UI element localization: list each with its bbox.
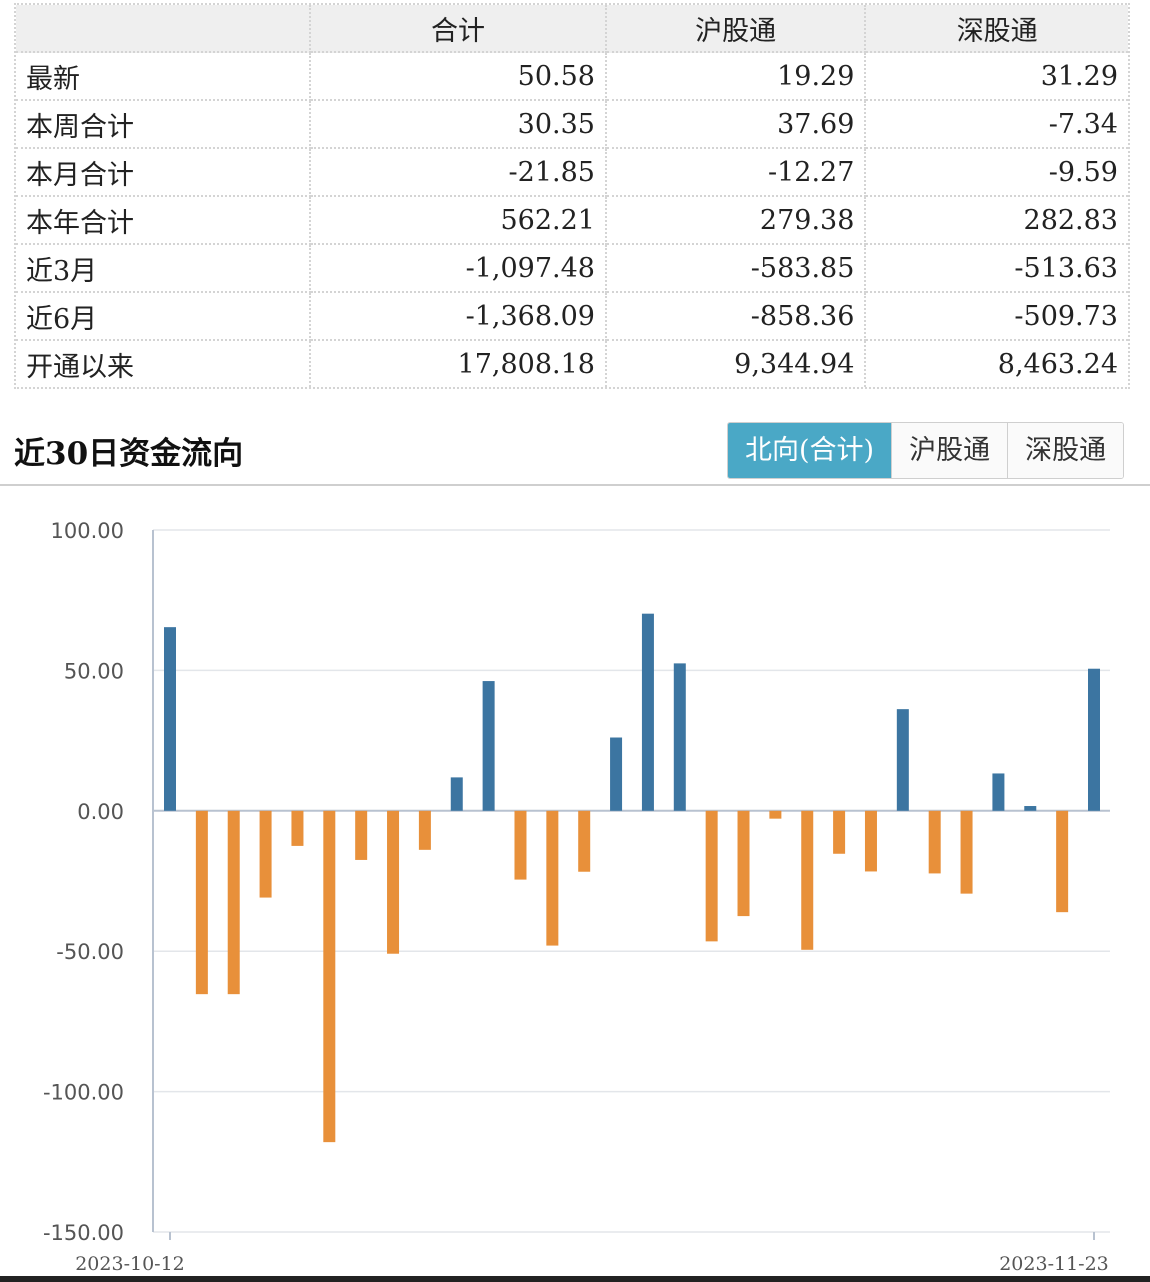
header-shanghai-connect: 沪股通 — [606, 5, 867, 53]
chart-bar — [450, 777, 463, 811]
chart-bar — [641, 613, 654, 811]
row-label: 最新 — [16, 53, 311, 101]
cell-total: 50.58 — [310, 53, 607, 101]
row-label: 本年合计 — [16, 197, 311, 245]
cell-total: -1,368.09 — [310, 293, 607, 341]
cell-shenzhen: -513.63 — [866, 245, 1128, 293]
row-label: 近6月 — [16, 293, 311, 341]
cell-shanghai: 19.29 — [606, 53, 867, 101]
chart-bar — [896, 709, 909, 811]
chart-bar — [355, 810, 368, 860]
table-row: 最新 50.58 19.29 31.29 — [16, 53, 1128, 101]
row-label: 本月合计 — [16, 149, 311, 197]
chart-bar — [1056, 810, 1069, 913]
y-tick-label: -150.00 — [43, 1221, 124, 1245]
y-tick-label: -100.00 — [43, 1081, 124, 1105]
chart-bar — [1088, 668, 1100, 811]
table-row: 本周合计 30.35 37.69 -7.34 — [16, 101, 1128, 149]
cell-total: 562.21 — [310, 197, 607, 245]
row-label: 近3月 — [16, 245, 311, 293]
chart-bar — [801, 810, 814, 950]
chart-bar — [992, 773, 1005, 811]
table-row: 本月合计 -21.85 -12.27 -9.59 — [16, 149, 1128, 197]
header-blank — [16, 5, 311, 53]
chart-bar — [769, 810, 782, 819]
cell-shanghai: 9,344.94 — [607, 341, 867, 387]
chart-bar — [195, 810, 208, 995]
tab-shenzhen-connect[interactable]: 深股通 — [1007, 423, 1124, 478]
summary-header-row: 合计 沪股通 深股通 — [16, 5, 1128, 53]
chart-bar — [1024, 806, 1037, 811]
cell-shenzhen: -509.73 — [866, 293, 1128, 341]
header-shenzhen-connect: 深股通 — [866, 5, 1128, 53]
chart-bar — [418, 810, 431, 850]
chart-bar — [482, 681, 495, 811]
cell-shenzhen: 31.29 — [866, 53, 1128, 101]
chart-bar — [227, 810, 240, 995]
chart-bar — [387, 810, 400, 954]
cell-total: -1,097.48 — [310, 245, 607, 293]
bottom-edge-bar — [0, 1276, 1150, 1282]
tab-northbound-total[interactable]: 北向(合计) — [728, 423, 892, 478]
chart-bar — [514, 810, 527, 880]
y-tick-label: -50.00 — [56, 940, 124, 964]
section-divider — [0, 484, 1150, 486]
tab-shanghai-connect[interactable]: 沪股通 — [891, 423, 1008, 478]
chart-bar — [673, 663, 686, 811]
chart-bar — [291, 810, 304, 846]
cell-total: 17,808.18 — [311, 341, 607, 387]
chart-bar — [578, 810, 591, 872]
chart-bar — [833, 810, 846, 854]
header-total: 合计 — [310, 5, 607, 53]
flow-bar-chart: 100.00 50.00 0.00 -50.00 -100.00 -150.00 2023-… — [43, 519, 1110, 1275]
cell-shanghai: -12.27 — [606, 149, 867, 197]
cell-total: -21.85 — [310, 149, 607, 197]
row-label: 本周合计 — [16, 101, 311, 149]
table-row: 近3月 -1,097.48 -583.85 -513.63 — [16, 245, 1128, 293]
cell-shenzhen: 282.83 — [866, 197, 1128, 245]
cell-shanghai: -858.36 — [606, 293, 867, 341]
chart-bar — [259, 810, 272, 898]
cell-shanghai: 37.69 — [606, 101, 867, 149]
chart-bar — [705, 810, 718, 942]
cell-shenzhen: 8,463.24 — [997, 348, 1118, 380]
table-row: 本年合计 562.21 279.38 282.83 — [16, 197, 1128, 245]
table-row: 开通以来 17,808.18 9,344.94 8,463.24 — [16, 341, 1128, 387]
cell-shanghai: 279.38 — [606, 197, 867, 245]
chart-bar — [164, 627, 176, 811]
cell-shenzhen: -7.34 — [866, 101, 1128, 149]
chart-bar — [610, 737, 623, 811]
y-tick-label: 0.00 — [77, 800, 124, 824]
cell-shenzhen: -9.59 — [866, 149, 1128, 197]
flow-tabs: 北向(合计) 沪股通 深股通 — [727, 422, 1125, 479]
table-row: 近6月 -1,368.09 -858.36 -509.73 — [16, 293, 1128, 341]
y-tick-label: 100.00 — [51, 519, 124, 543]
summary-table: 合计 沪股通 深股通 最新 50.58 19.29 31.29 本周合计 30.… — [14, 3, 1130, 389]
row-label: 开通以来 — [16, 341, 311, 387]
chart-bar — [737, 810, 750, 917]
x-tick-label-last: 2023-11-23 — [999, 1253, 1109, 1275]
cell-shanghai: -583.85 — [606, 245, 867, 293]
cell-total: 30.35 — [310, 101, 607, 149]
y-tick-label: 50.00 — [64, 659, 124, 683]
chart-bar — [928, 810, 941, 874]
chart-bar — [323, 810, 336, 1143]
chart-bar — [960, 810, 973, 894]
chart-bar — [864, 810, 877, 872]
section-title: 近30日资金流向 — [14, 436, 244, 472]
x-tick-label-first: 2023-10-12 — [75, 1253, 185, 1275]
chart-bar — [546, 810, 559, 946]
